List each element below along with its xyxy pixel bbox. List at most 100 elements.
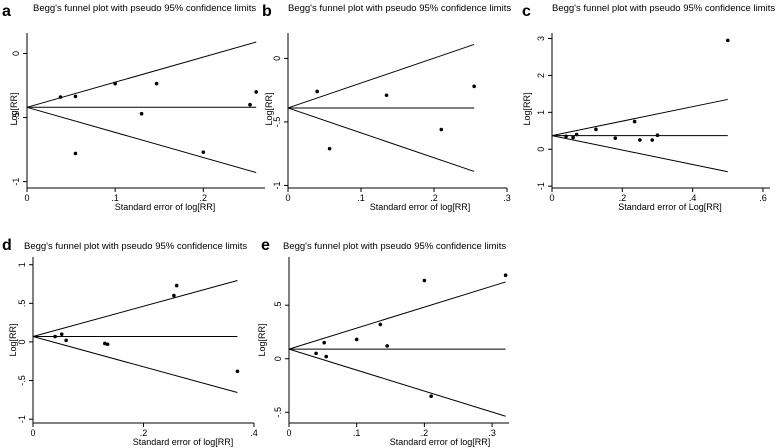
- panel-c-title: Begg's funnel plot with pseudo 95% confi…: [552, 3, 775, 14]
- panel-letter-a: a: [2, 3, 11, 20]
- upper-confidence-limit: [26, 41, 257, 108]
- panel-e-ylabel: Log[RR]: [257, 323, 267, 356]
- study-point: [327, 146, 332, 151]
- study-point: [503, 273, 508, 278]
- panel-c-xlabel: Standard error of Log[RR]: [618, 202, 722, 212]
- study-point: [314, 351, 318, 356]
- x-tick-label: .3: [503, 193, 511, 203]
- study-point: [632, 119, 637, 124]
- panel-e-plot: 0.1.2.3-.50.5: [273, 257, 509, 438]
- study-point: [324, 354, 329, 359]
- y-tick-label: -1: [536, 182, 546, 190]
- study-point: [235, 369, 240, 374]
- study-point: [315, 89, 320, 94]
- study-point: [385, 344, 389, 348]
- lower-confidence-limit: [288, 348, 506, 417]
- panel-e: e Begg's funnel plot with pseudo 95% con…: [257, 237, 509, 447]
- x-tick-label: .6: [759, 193, 767, 203]
- y-tick-label: -.5: [273, 407, 283, 418]
- study-point: [139, 111, 144, 116]
- x-tick-label: .4: [250, 428, 258, 438]
- x-tick-label: 0: [30, 428, 35, 438]
- y-tick-label: 0: [272, 56, 282, 61]
- study-point: [248, 102, 252, 107]
- study-point: [384, 93, 389, 98]
- x-tick-label: .4: [689, 193, 697, 203]
- x-tick-label: 0: [286, 428, 291, 438]
- study-point: [154, 81, 159, 86]
- y-tick-label: 0: [11, 51, 21, 56]
- x-tick-label: .3: [488, 428, 496, 438]
- y-tick-label: -1: [17, 415, 27, 423]
- study-point: [422, 278, 427, 283]
- upper-confidence-limit: [287, 43, 475, 109]
- y-tick-label: 0: [536, 147, 546, 152]
- panel-d-plot: 0 .2 .4 -1 -.5 0 .5 1: [17, 257, 258, 438]
- study-point: [201, 150, 206, 154]
- panel-letter-b: b: [262, 3, 272, 20]
- study-point: [73, 151, 78, 156]
- study-point: [429, 394, 433, 399]
- panel-letter-e: e: [261, 237, 270, 254]
- study-point: [174, 283, 179, 288]
- y-tick-label: 1: [536, 110, 546, 115]
- x-tick-label: .1: [111, 193, 119, 203]
- upper-confidence-limit: [551, 98, 728, 137]
- study-point: [613, 136, 618, 140]
- y-tick-label: -.5: [17, 375, 27, 386]
- panel-a-ylabel: Log[RR]: [9, 92, 19, 125]
- y-tick-label: -.5: [11, 112, 21, 123]
- x-tick-label: .2: [200, 193, 208, 203]
- upper-confidence-limit: [32, 280, 238, 338]
- upper-confidence-limit: [288, 281, 506, 350]
- y-tick-label: .5: [17, 300, 27, 308]
- panel-a: a Begg's funnel plot with pseudo 95% con…: [2, 3, 265, 212]
- study-point: [64, 338, 68, 343]
- panel-e-title: Begg's funnel plot with pseudo 95% confi…: [283, 241, 506, 252]
- panel-c-ylabel: Log[RR]: [522, 92, 532, 125]
- x-tick-label: 0: [24, 193, 29, 203]
- x-tick-label: .2: [140, 428, 148, 438]
- study-point: [103, 341, 107, 346]
- study-point: [58, 95, 63, 99]
- study-point: [172, 293, 176, 298]
- y-tick-label: 2: [536, 73, 546, 78]
- study-point: [726, 38, 730, 43]
- panel-a-title: Begg's funnel plot with pseudo 95% confi…: [33, 3, 256, 14]
- y-tick-label: -1: [11, 178, 21, 186]
- lower-confidence-limit: [551, 135, 728, 173]
- panel-letter-d: d: [2, 237, 12, 254]
- y-tick-label: 3: [536, 36, 546, 41]
- x-tick-label: .2: [421, 428, 429, 438]
- study-point: [354, 337, 359, 342]
- study-point: [574, 132, 579, 137]
- study-point: [53, 334, 57, 339]
- lower-confidence-limit: [287, 107, 475, 172]
- panel-d-xlabel: Standard error of log[RR]: [133, 437, 234, 447]
- lower-confidence-limit: [26, 106, 257, 174]
- study-point: [439, 127, 444, 132]
- study-point: [571, 135, 575, 140]
- study-point: [564, 134, 568, 139]
- study-point: [655, 133, 660, 138]
- panel-a-plot: 0 .1 .2 -1 -.5 0: [11, 33, 265, 203]
- panel-e-xlabel: Standard error of log[RR]: [390, 437, 491, 447]
- panel-a-xlabel: Standard error of log[RR]: [115, 202, 216, 212]
- y-tick-label: -.5: [272, 117, 282, 128]
- x-tick-label: .1: [357, 193, 365, 203]
- study-point: [254, 90, 258, 94]
- panel-b-xlabel: Standard error of log[RR]: [370, 202, 471, 212]
- panel-b-ylabel: Log[RR]: [264, 92, 274, 125]
- panel-letter-c: c: [522, 3, 531, 20]
- study-point: [472, 84, 476, 89]
- x-tick-label: .2: [430, 193, 438, 203]
- study-point: [59, 332, 64, 337]
- x-tick-label: .1: [353, 428, 361, 438]
- y-tick-label: 1: [17, 262, 27, 267]
- x-tick-label: .2: [619, 193, 627, 203]
- study-point: [105, 342, 110, 347]
- panel-b-title: Begg's funnel plot with pseudo 95% confi…: [288, 3, 511, 14]
- panel-b: b Begg's funnel plot with pseudo 95% con…: [262, 3, 511, 212]
